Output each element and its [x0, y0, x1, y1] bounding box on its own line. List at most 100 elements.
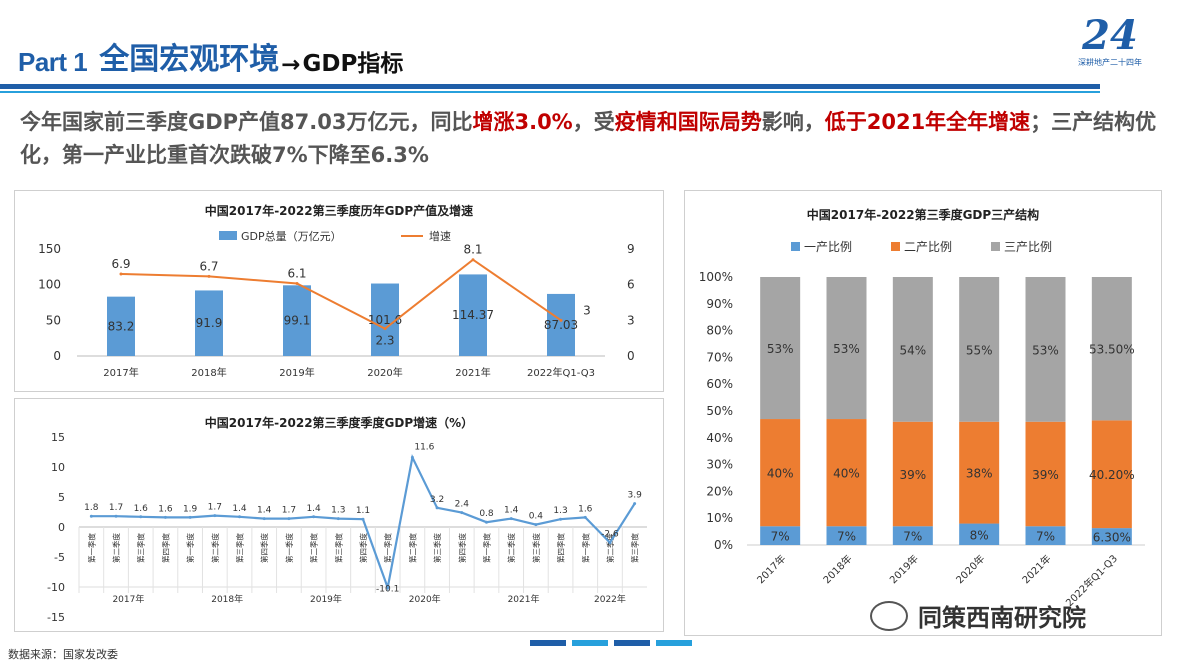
summary-seg: 今年国家前三季度GDP产值87.03万亿元，同比	[20, 110, 473, 134]
stacked-bar-segment	[1025, 421, 1066, 527]
x-tick-label: 第三季度	[136, 533, 146, 563]
stacked-bar-segment	[959, 277, 1000, 422]
growth-point	[509, 517, 513, 521]
x-tick-label: 2017年	[103, 366, 138, 379]
growth-point	[559, 318, 563, 322]
bar	[459, 274, 487, 356]
bar	[107, 296, 135, 356]
y-tick-label: 100%	[699, 270, 733, 284]
x-group-label: 2020年	[409, 593, 441, 605]
stacked-bar-segment	[1025, 277, 1066, 422]
summary-text: 今年国家前三季度GDP产值87.03万亿元，同比增涨3.0%，受疫情和国际局势影…	[20, 106, 1180, 172]
x-tick-label: 第二季度	[407, 533, 417, 563]
y-tick-label: -10	[47, 581, 65, 594]
y-tick-label: 100	[38, 278, 61, 292]
x-tick-label: 2022年Q1-Q3	[527, 366, 595, 379]
bar	[195, 290, 223, 356]
segment-value-label: 40%	[833, 467, 860, 481]
growth-label: 8.1	[463, 243, 482, 257]
x-tick-label: 2019年	[887, 552, 921, 586]
growth-label: 1.8	[84, 503, 99, 513]
title-arrow: →	[281, 52, 301, 78]
y-tick-label: 150	[38, 242, 61, 256]
segment-value-label: 53%	[767, 342, 794, 356]
growth-label: 1.3	[553, 506, 567, 516]
stacked-bar-segment	[1025, 526, 1066, 545]
y-tick-label: 70%	[706, 350, 733, 364]
chart-title: 中国2017年-2022第三季度GDP三产结构	[807, 207, 1039, 222]
growth-line	[91, 453, 636, 592]
x-tick-label: 第三季度	[531, 533, 541, 563]
y-tick-label: 40%	[706, 431, 733, 445]
growth-point	[383, 327, 387, 331]
growth-point	[633, 502, 637, 506]
growth-label: 1.1	[356, 506, 370, 516]
growth-label: 1.4	[232, 504, 247, 514]
segment-value-label: 55%	[966, 343, 993, 357]
x-tick-label: 2018年	[820, 552, 854, 586]
x-tick-label: 第二季度	[309, 533, 319, 563]
x-tick-label: 2018年	[191, 366, 226, 379]
y-tick-label: 20%	[706, 484, 733, 498]
y2-tick-label: 0	[627, 349, 635, 363]
growth-label: 1.7	[282, 506, 296, 516]
page-indicator-bar	[530, 640, 566, 646]
header-rule-accent	[0, 91, 1100, 93]
x-tick-label: 第三季度	[235, 533, 245, 563]
growth-point	[114, 514, 118, 518]
gdp-annual-chart-panel: 中国2017年-2022第三季度历年GDP产值及增速 GDP总量（万亿元） 增速 0 5…	[14, 190, 664, 392]
growth-label: 3.9	[627, 491, 642, 501]
growth-point	[89, 514, 93, 518]
growth-label: 3.2	[430, 495, 444, 505]
logo-number: 24	[1082, 12, 1138, 59]
growth-label: 3	[583, 303, 591, 317]
growth-label: 0.4	[529, 512, 544, 522]
segment-value-label: 8%	[970, 528, 989, 542]
x-tick-label: 第二季度	[506, 533, 516, 563]
watermark-text: 同策西南研究院	[918, 604, 1086, 632]
stacked-bar-segment	[892, 421, 933, 527]
growth-point	[295, 281, 299, 285]
y-tick-label: 30%	[706, 458, 733, 472]
growth-point	[559, 517, 563, 521]
growth-point	[471, 258, 475, 262]
stacked-bar-segment	[760, 277, 801, 420]
summary-highlight: 增涨3.0%	[472, 110, 573, 134]
growth-point	[484, 520, 488, 524]
x-tick-label: 第一季度	[284, 533, 294, 563]
x-tick-label: 第二季度	[210, 533, 220, 563]
x-group-label: 2018年	[211, 593, 243, 605]
growth-label: 6.7	[199, 259, 218, 273]
stacked-bar-segment	[892, 526, 933, 545]
segment-value-label: 53%	[833, 342, 860, 356]
stacked-bar-segment	[959, 421, 1000, 524]
x-group-label: 2017年	[112, 593, 144, 605]
growth-point	[139, 515, 143, 519]
x-tick-label: 2020年	[953, 552, 987, 586]
y2-tick-label: 9	[627, 242, 635, 256]
growth-label: 1.7	[109, 503, 123, 513]
legend-label: 一产比例	[804, 240, 852, 254]
y-tick-label: 10%	[706, 511, 733, 525]
part-label: Part 1	[18, 47, 88, 77]
y-tick-label: 80%	[706, 324, 733, 338]
segment-value-label: 39%	[899, 468, 926, 482]
y2-tick-label: 3	[627, 313, 635, 327]
growth-point	[238, 515, 242, 519]
segment-value-label: 7%	[903, 530, 922, 544]
bar-value-label: 91.9	[196, 316, 223, 330]
y-tick-label: 50%	[706, 404, 733, 418]
growth-point	[583, 515, 587, 519]
y-tick-label: 60%	[706, 377, 733, 391]
stacked-bar-segment	[760, 419, 801, 527]
summary-highlight: 疫情和国际局势	[614, 110, 762, 134]
growth-label: 1.6	[134, 504, 149, 514]
wechat-icon	[870, 600, 908, 631]
summary-seg: ；三产结构优化，第一产业比重首次跌破7%下降至6.3%	[20, 110, 1157, 167]
y-tick-label: 0%	[714, 538, 733, 552]
header-rule	[0, 84, 1100, 89]
growth-label: -2.6	[601, 530, 619, 540]
x-tick-label: 第一季度	[185, 533, 195, 563]
logo-caption: 深耕地产二十四年	[1078, 58, 1142, 67]
